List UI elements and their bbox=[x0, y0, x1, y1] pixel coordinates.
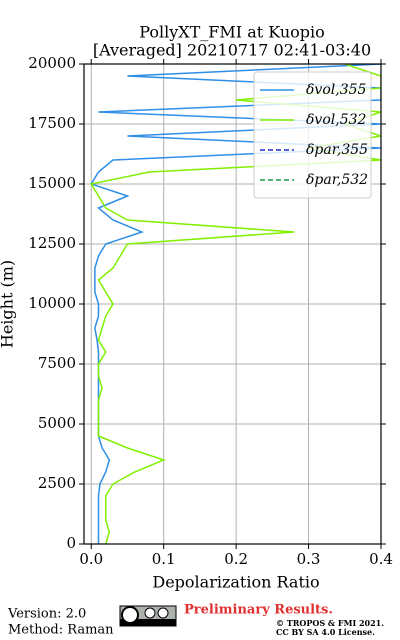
version: Version: 2.0 bbox=[7, 607, 86, 622]
x-tick-label: 0.4 bbox=[369, 550, 393, 568]
legend-label: δvol,532 bbox=[306, 112, 367, 128]
notice: Preliminary Results. bbox=[184, 603, 333, 618]
y-tick-label: 0 bbox=[66, 534, 76, 552]
y-tick-label: 20000 bbox=[28, 54, 76, 72]
y-tick-label: 7500 bbox=[38, 354, 76, 372]
x-tick-label: 0.2 bbox=[224, 550, 248, 568]
chart-title: PollyXT_FMI at Kuopio bbox=[139, 23, 325, 42]
y-tick-label: 10000 bbox=[28, 294, 76, 312]
x-tick-label: 0.3 bbox=[297, 550, 321, 568]
cc-badge bbox=[119, 605, 177, 627]
license: CC BY SA 4.0 License. bbox=[276, 627, 375, 637]
legend-label: δpar,355 bbox=[306, 142, 368, 158]
y-tick-label: 15000 bbox=[28, 174, 76, 192]
x-tick-label: 0.1 bbox=[152, 550, 176, 568]
y-tick-label: 2500 bbox=[38, 474, 76, 492]
y-axis-label: Height (m) bbox=[0, 260, 17, 348]
y-tick-label: 12500 bbox=[28, 234, 76, 252]
y-tick-label: 5000 bbox=[38, 414, 76, 432]
legend-label: δvol,355 bbox=[306, 82, 367, 98]
x-axis-label: Depolarization Ratio bbox=[152, 573, 319, 592]
legend-box bbox=[253, 71, 372, 199]
legend-label: δpar,532 bbox=[306, 172, 368, 188]
plot-frame bbox=[83, 63, 382, 545]
chart-subtitle: [Averaged] 20210717 02:41-03:40 bbox=[93, 41, 371, 60]
x-tick-label: 0.0 bbox=[79, 550, 103, 568]
copyright: © TROPOS & FMI 2021. bbox=[276, 618, 384, 628]
method: Method: Raman bbox=[8, 623, 114, 638]
legend: δvol,355 δvol,532 δpar,355 δpar,532 bbox=[253, 71, 372, 199]
y-tick-label: 17500 bbox=[28, 114, 76, 132]
